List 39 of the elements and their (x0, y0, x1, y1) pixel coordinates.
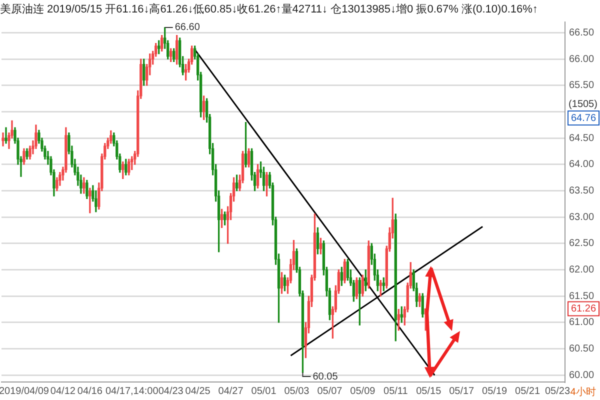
x-tick-label: 05/03 (284, 386, 310, 397)
annotation: 60.05 (312, 371, 338, 382)
x-tick-label: 05/15 (416, 386, 442, 397)
x-tick-label: 04/27 (218, 386, 244, 397)
text: 61.26 (570, 304, 596, 315)
x-tick-label: 05/21 (515, 386, 540, 397)
y-tick-label: 62.00 (569, 264, 594, 276)
x-tick-label: 05/01 (251, 386, 277, 397)
y-tick-label: 61.00 (569, 317, 594, 328)
y-tick-label: 61.50 (569, 290, 594, 302)
candlestick (88, 188, 92, 214)
y-tick-label: 60.00 (569, 370, 594, 381)
y-tick-label: 65.50 (569, 80, 594, 92)
y-tick-label: 63.00 (569, 212, 594, 223)
chart-title: 美原油连 2019/05/15 开61.16↓高61.26↓低60.85↓收61.26↑量42711↓ 仓13013985↓增0 振0.67% 涨(0.10)0.16%↑ (0, 2, 538, 16)
y-tick-label: 64.00 (569, 159, 594, 170)
candlestick (4, 127, 8, 144)
x-tick-label: 04/12 (50, 386, 76, 397)
y-tick-label: 62.50 (569, 238, 594, 250)
x-tick-label: 05/19 (482, 386, 508, 397)
y-tick-label: 60.50 (569, 344, 594, 355)
text: (1505) (568, 98, 598, 110)
x-tick-label: 05/17 (449, 386, 475, 397)
x-tick-label: 04/16 (77, 386, 103, 397)
x-tick-label: 04/17,14:00 (105, 386, 159, 397)
candlestick (2, 132, 4, 146)
annotation: 66.60 (174, 22, 200, 34)
y-tick-label: 64.50 (569, 132, 594, 144)
y-tick-label: 66.00 (569, 54, 594, 65)
x-tick-label: 05/23 (544, 386, 570, 397)
x-tick-label: 05/07 (317, 386, 343, 397)
y-tick-label: 63.50 (569, 186, 594, 197)
y-tick-label: 66.50 (569, 27, 594, 38)
x-tick-label: 04/25 (185, 386, 211, 397)
text: 64.76 (570, 112, 596, 124)
x-tick-label: 04/23 (158, 386, 184, 397)
x-tick-label: 05/11 (384, 386, 408, 397)
text: 4小时 (570, 386, 596, 398)
x-tick-label: 05/09 (350, 386, 376, 397)
